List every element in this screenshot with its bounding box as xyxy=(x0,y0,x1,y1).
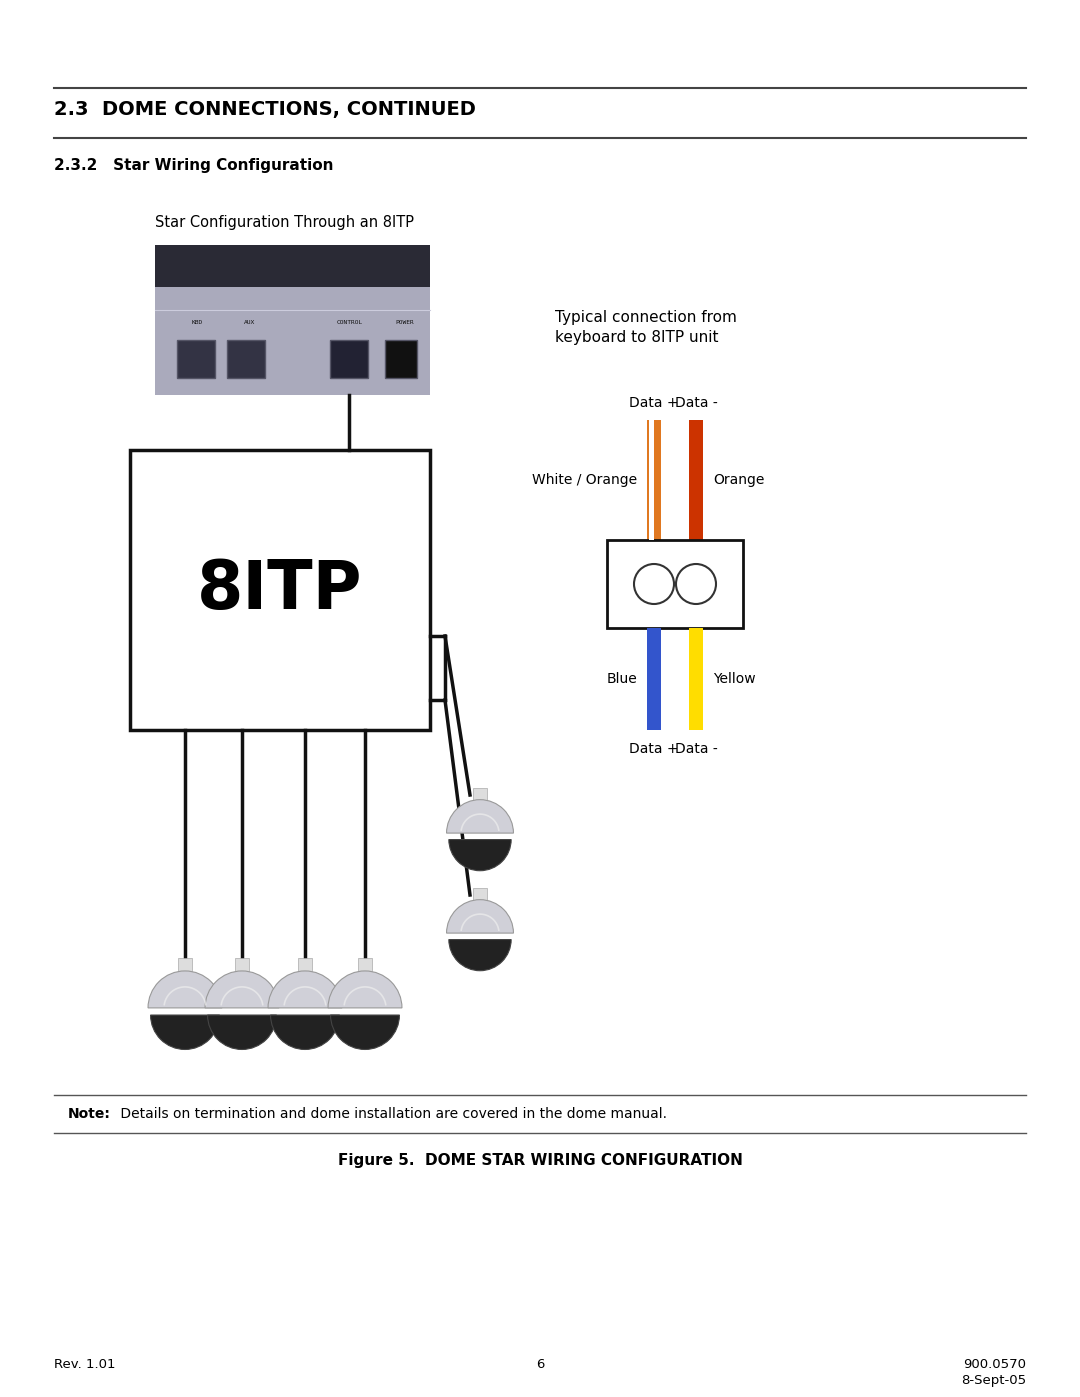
Bar xyxy=(156,286,430,395)
Wedge shape xyxy=(207,1016,276,1049)
Text: Star Configuration Through an 8ITP: Star Configuration Through an 8ITP xyxy=(156,215,414,231)
Text: Yellow: Yellow xyxy=(713,672,756,686)
Text: Data +: Data + xyxy=(630,742,678,756)
Bar xyxy=(130,450,430,731)
Bar xyxy=(330,339,368,379)
Text: Typical connection from
keyboard to 8ITP unit: Typical connection from keyboard to 8ITP… xyxy=(555,310,737,345)
Bar xyxy=(234,958,249,975)
Wedge shape xyxy=(328,971,402,1007)
Wedge shape xyxy=(446,799,513,833)
Bar xyxy=(473,788,487,803)
Bar xyxy=(177,958,192,975)
Bar xyxy=(607,541,743,629)
Text: CONTROL: CONTROL xyxy=(337,320,363,326)
Bar xyxy=(689,629,703,731)
Bar xyxy=(384,339,417,379)
Wedge shape xyxy=(449,840,511,870)
Text: Rev. 1.01: Rev. 1.01 xyxy=(54,1358,116,1370)
Bar xyxy=(227,339,265,379)
Bar xyxy=(156,244,430,286)
Bar xyxy=(647,629,661,731)
Text: Details on termination and dome installation are covered in the dome manual.: Details on termination and dome installa… xyxy=(116,1106,667,1120)
Wedge shape xyxy=(268,971,342,1007)
Text: POWER: POWER xyxy=(395,320,415,326)
Wedge shape xyxy=(446,900,513,933)
Wedge shape xyxy=(205,971,279,1007)
Text: Note:: Note: xyxy=(68,1106,111,1120)
Wedge shape xyxy=(330,1016,400,1049)
Circle shape xyxy=(676,564,716,604)
Circle shape xyxy=(634,564,674,604)
Wedge shape xyxy=(449,940,511,971)
Text: White / Orange: White / Orange xyxy=(531,474,637,488)
Text: Data -: Data - xyxy=(675,395,717,409)
Text: 2.3  DOME CONNECTIONS, CONTINUED: 2.3 DOME CONNECTIONS, CONTINUED xyxy=(54,101,476,119)
Text: Orange: Orange xyxy=(713,474,765,488)
Bar xyxy=(473,888,487,904)
Text: 2.3.2   Star Wiring Configuration: 2.3.2 Star Wiring Configuration xyxy=(54,158,334,173)
Wedge shape xyxy=(148,971,222,1007)
Text: 6: 6 xyxy=(536,1358,544,1370)
Bar xyxy=(177,339,215,379)
Bar xyxy=(298,958,312,975)
Bar xyxy=(647,420,661,541)
Text: AUX: AUX xyxy=(244,320,256,326)
Wedge shape xyxy=(150,1016,219,1049)
Text: Data -: Data - xyxy=(675,742,717,756)
Wedge shape xyxy=(271,1016,339,1049)
Text: 8-Sept-05: 8-Sept-05 xyxy=(961,1375,1026,1387)
Text: Data +: Data + xyxy=(630,395,678,409)
Bar xyxy=(357,958,373,975)
Text: 8ITP: 8ITP xyxy=(198,557,363,623)
Bar xyxy=(689,420,703,541)
Bar xyxy=(649,420,654,541)
Text: 900.0570: 900.0570 xyxy=(963,1358,1026,1370)
Text: KBD: KBD xyxy=(191,320,203,326)
Text: Figure 5.  DOME STAR WIRING CONFIGURATION: Figure 5. DOME STAR WIRING CONFIGURATION xyxy=(338,1153,742,1168)
Text: Blue: Blue xyxy=(606,672,637,686)
